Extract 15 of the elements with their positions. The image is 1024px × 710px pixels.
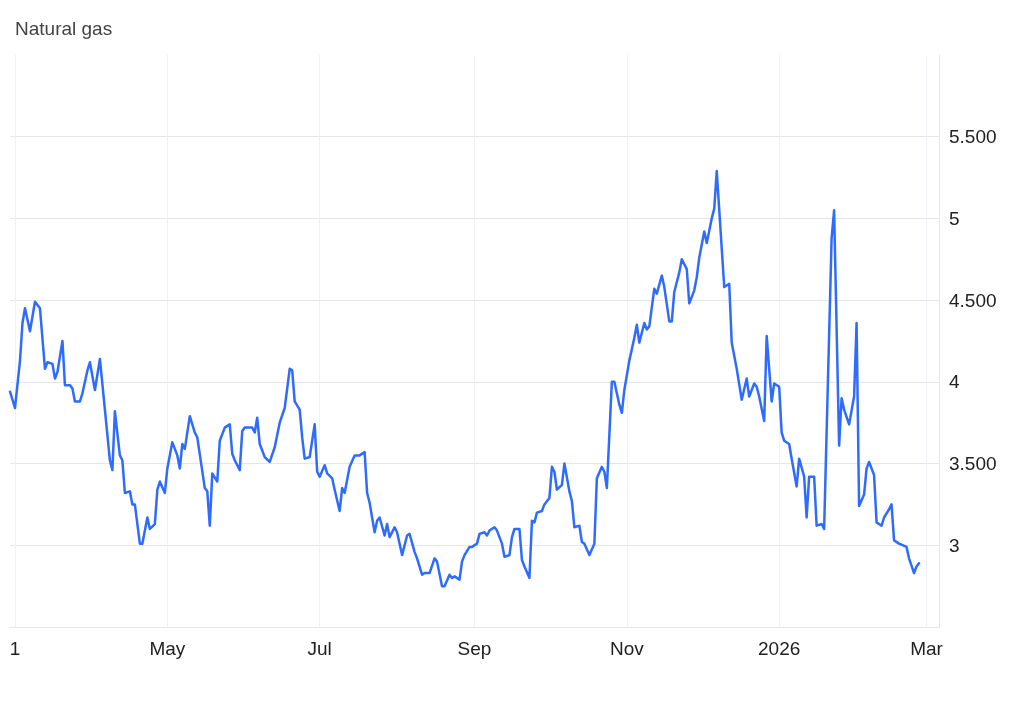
y-tick-label: 5 — [949, 207, 960, 229]
line-series — [8, 169, 921, 588]
y-tick-label: 5.500 — [949, 126, 997, 148]
x-tick-label: Sep — [457, 638, 492, 659]
y-tick-label: 4 — [949, 371, 960, 393]
x-tick-label: 1 — [9, 638, 21, 659]
x-tick-label: May — [149, 638, 186, 659]
x-tick-label: Jul — [307, 638, 332, 659]
x-tick-label: Nov — [609, 638, 645, 659]
chart-title: Natural gas — [15, 18, 113, 39]
y-tick-label: 3.500 — [949, 453, 997, 475]
y-tick-label: 3 — [949, 534, 960, 556]
x-tick-label: 2026 — [758, 638, 801, 659]
y-tick-label: 4.500 — [949, 289, 997, 311]
x-tick-label: Mar — [910, 638, 944, 659]
